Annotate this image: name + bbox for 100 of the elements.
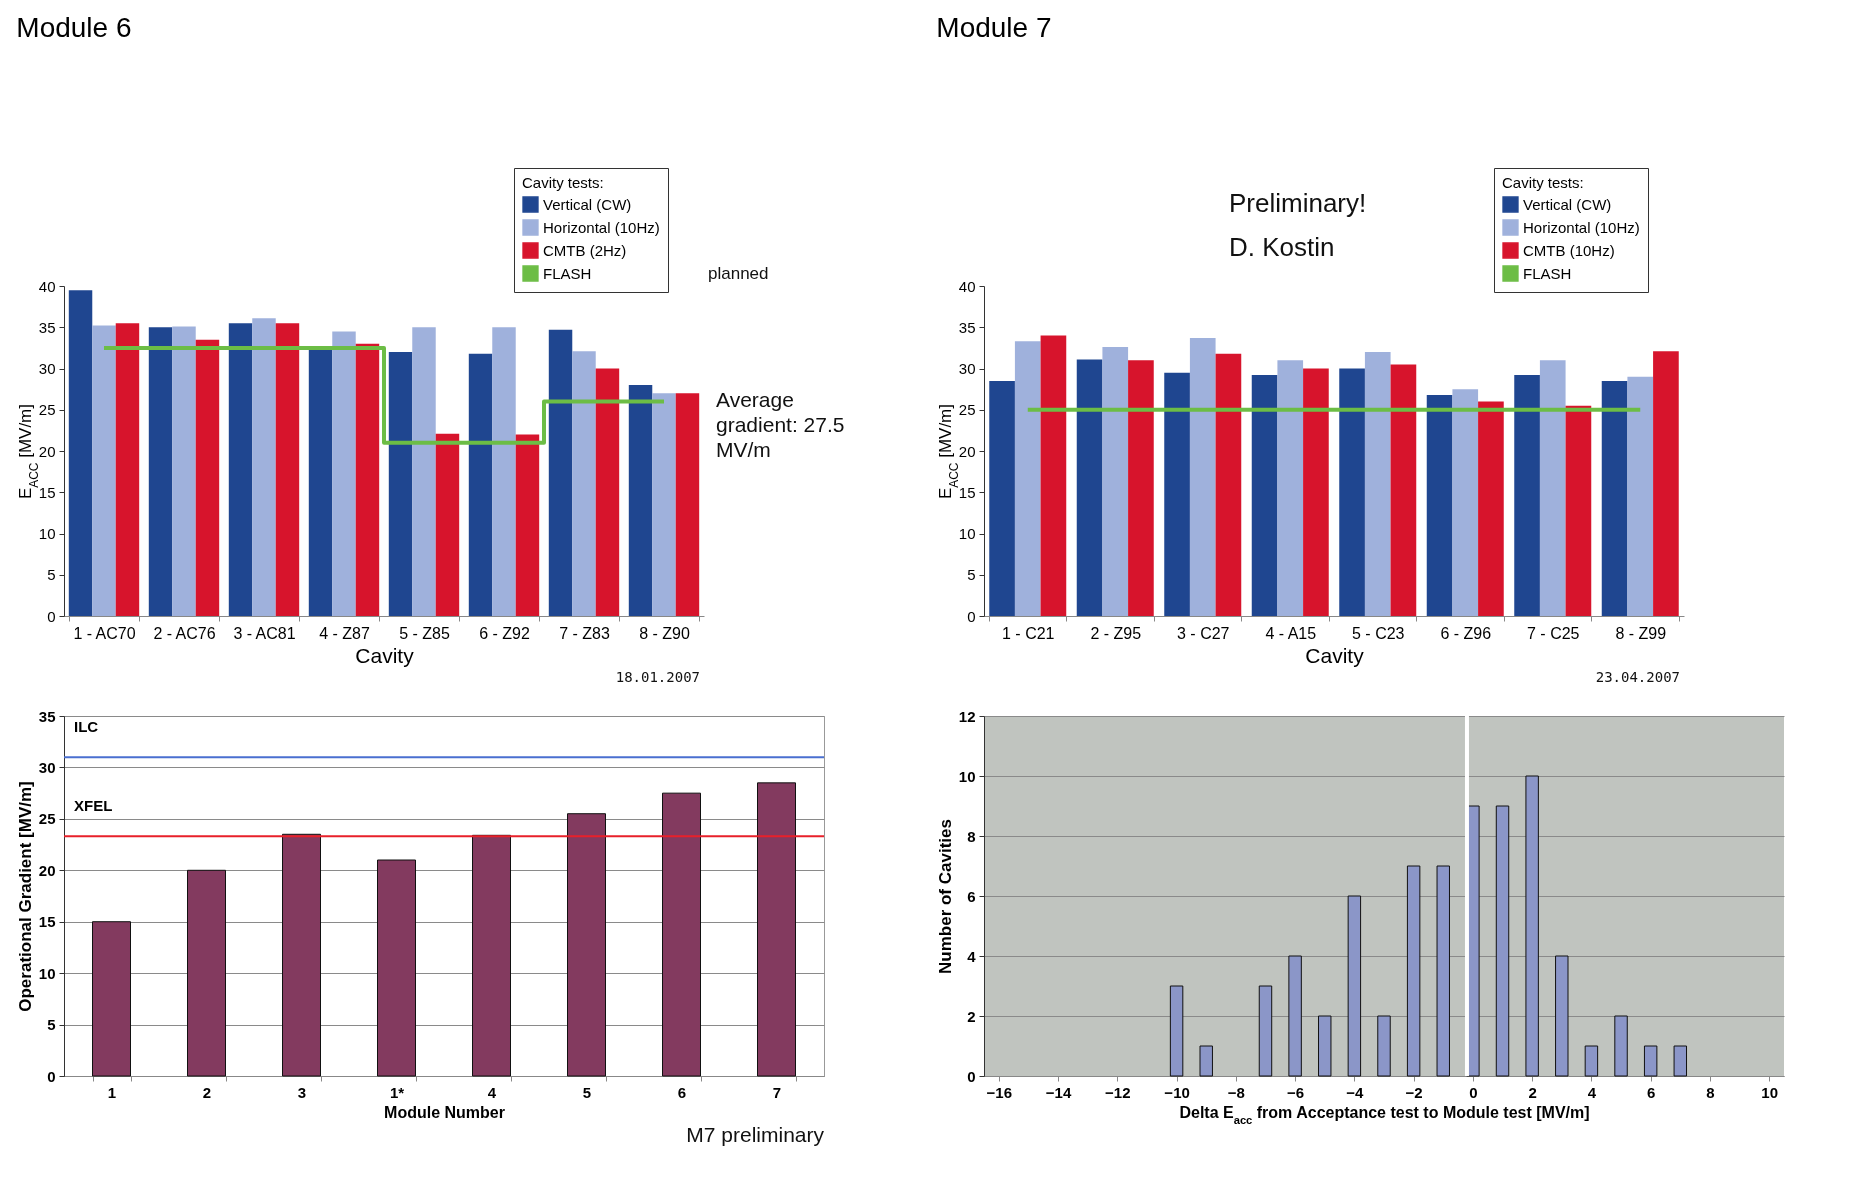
- bar: [282, 833, 321, 1077]
- x-tick-label: 6 - Z92: [479, 624, 530, 642]
- x-tick-label: 2 - Z95: [1090, 624, 1142, 642]
- y-tick-label: 2: [967, 1007, 976, 1025]
- bar: [172, 326, 196, 616]
- bar: [1614, 1015, 1628, 1077]
- bar: [1288, 955, 1302, 1077]
- bar: [1495, 805, 1510, 1077]
- legend-label: Vertical (CW): [543, 195, 632, 213]
- legend-label: FLASH: [543, 264, 592, 282]
- bar: [388, 352, 413, 616]
- legend-label: CMTB (10Hz): [1523, 241, 1615, 259]
- bar: [68, 290, 93, 616]
- y-tick-label: 20: [958, 442, 976, 460]
- legend-label: CMTB (2Hz): [543, 241, 627, 259]
- y-tick-label: 30: [38, 758, 56, 776]
- y-tick-label: 30: [38, 360, 56, 377]
- text: 18.01.2007: [615, 669, 700, 685]
- ref-line-label: ILC: [74, 718, 99, 736]
- bar: [595, 368, 620, 616]
- y-tick-label: 12: [958, 707, 976, 725]
- x-axis-title: Cavity: [1305, 643, 1365, 667]
- bar: [1014, 341, 1041, 616]
- x-tick-label: 1 - C21: [1002, 624, 1055, 642]
- bar: [567, 813, 606, 1077]
- bar: [1199, 1045, 1213, 1077]
- bar: [572, 351, 596, 616]
- bar: [1452, 389, 1479, 616]
- x-axis-title: Delta E$_{acc}$ from Acceptance test to Module test [MV/m]: [1179, 1103, 1590, 1126]
- text: M7 preliminary: [686, 1123, 825, 1146]
- bar: [148, 327, 173, 616]
- bar: [1076, 359, 1103, 616]
- bar: [1627, 376, 1654, 616]
- bar: [412, 327, 436, 616]
- bar: [662, 792, 701, 1077]
- y-tick-label: 25: [958, 401, 976, 419]
- x-tick-label: 2 - AC76: [153, 624, 216, 642]
- bar: [1128, 360, 1154, 616]
- bar: [275, 323, 300, 616]
- y-tick-label: 5: [967, 566, 976, 584]
- bar: [989, 380, 1015, 616]
- text: planned: [708, 264, 769, 283]
- x-tick-label: 1 - AC70: [73, 624, 136, 642]
- x-tick-label: 8: [1706, 1083, 1715, 1101]
- legend-label: Vertical (CW): [1523, 195, 1612, 213]
- x-tick-label: 5: [582, 1083, 592, 1101]
- x-tick-label: −12: [1105, 1083, 1131, 1101]
- y-tick-label: 20: [38, 442, 56, 460]
- bar: [1364, 352, 1391, 616]
- x-tick-label: 8 - Z90: [639, 624, 690, 642]
- bar: [187, 869, 226, 1077]
- legend-title: Cavity tests:: [522, 174, 604, 191]
- y-tick-label: 0: [47, 607, 56, 625]
- bar: [1478, 401, 1504, 616]
- x-tick-label: 3: [297, 1083, 307, 1101]
- legend-label: FLASH: [1523, 264, 1572, 282]
- x-tick-label: 4 - A15: [1265, 624, 1317, 642]
- text: 23.04.2007: [1595, 669, 1680, 685]
- bar: [228, 323, 253, 616]
- bar: [355, 343, 380, 616]
- bar: [1565, 405, 1592, 616]
- y-tick-label: 30: [958, 360, 976, 377]
- x-tick-label: −8: [1227, 1083, 1245, 1101]
- bar: [1251, 375, 1278, 616]
- bar: [92, 921, 131, 1077]
- x-tick-label: −10: [1164, 1083, 1190, 1101]
- bar: [548, 329, 573, 616]
- bar: [1390, 364, 1417, 616]
- y-axis-title: Operational Gradient [MV/m]: [15, 781, 35, 1012]
- x-tick-label: 5 - Z85: [399, 624, 450, 642]
- bar: [1040, 335, 1067, 616]
- bar: [628, 385, 653, 616]
- y-tick-label: 5: [47, 566, 56, 584]
- bar: [1347, 895, 1362, 1077]
- y-tick-label: 0: [47, 1067, 56, 1085]
- bar: [1555, 955, 1569, 1077]
- bar: [1189, 337, 1216, 616]
- y-tick-label: 15: [38, 913, 56, 931]
- x-tick-label: 8 - Z99: [1615, 624, 1667, 642]
- bar: [1436, 865, 1450, 1077]
- legend-label: Horizontal (10Hz): [543, 218, 660, 236]
- y-tick-label: 6: [967, 887, 976, 905]
- ref-line-label: XFEL: [74, 797, 113, 815]
- x-tick-label: 10: [1761, 1083, 1779, 1101]
- y-tick-label: 15: [958, 483, 976, 501]
- bar: [675, 393, 700, 616]
- x-tick-label: −6: [1287, 1083, 1305, 1101]
- bar: [1377, 1015, 1391, 1077]
- text: Preliminary!: [1229, 188, 1367, 218]
- y-tick-label: 10: [38, 525, 56, 542]
- bar: [1653, 351, 1679, 616]
- text: D. Kostin: [1229, 232, 1335, 262]
- bar: [1258, 985, 1273, 1077]
- x-tick-label: 3 - C27: [1177, 624, 1230, 642]
- bar: [472, 834, 511, 1077]
- y-axis-title: Number of Cavities: [935, 819, 955, 974]
- y-tick-label: 10: [958, 767, 976, 785]
- bar: [1102, 347, 1129, 616]
- bar: [1525, 775, 1539, 1077]
- x-tick-label: 2: [202, 1083, 212, 1101]
